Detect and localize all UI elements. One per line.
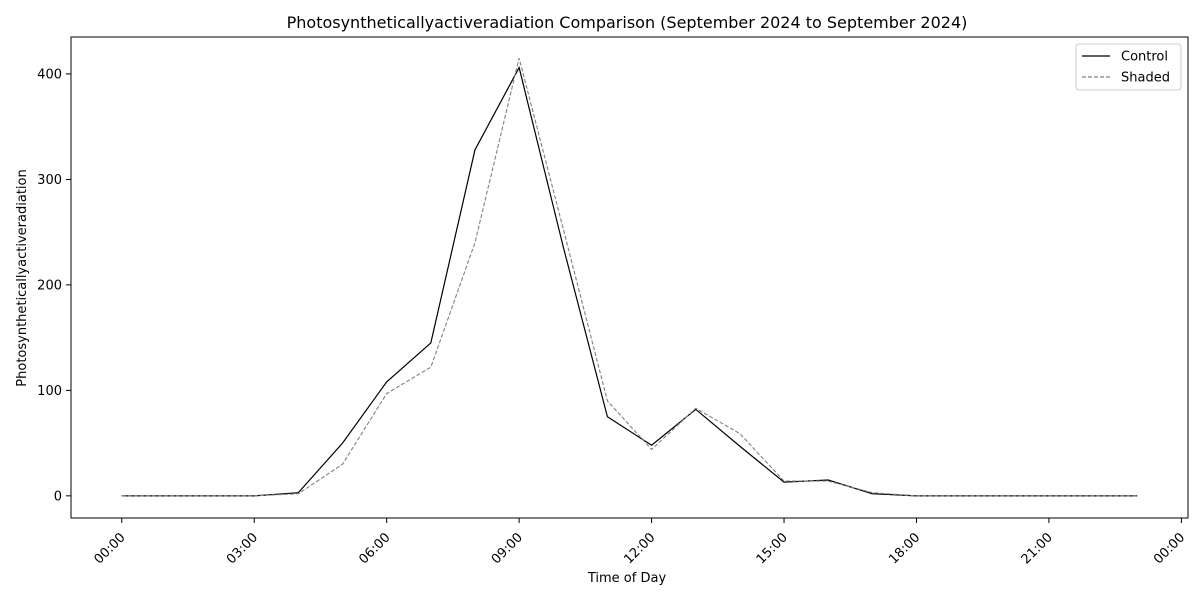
x-tick-label: 09:00 bbox=[489, 530, 526, 567]
chart-title: Photosyntheticallyactiveradiation Compar… bbox=[287, 13, 968, 32]
x-tick-label: 03:00 bbox=[224, 530, 261, 567]
y-tick-label: 0 bbox=[54, 489, 62, 504]
x-tick-label: 18:00 bbox=[886, 530, 923, 567]
x-axis-label: Time of Day bbox=[587, 571, 667, 586]
y-tick-label: 400 bbox=[37, 67, 62, 82]
y-tick-label: 200 bbox=[37, 278, 62, 293]
x-tick-label: 21:00 bbox=[1019, 530, 1056, 567]
y-tick-label: 100 bbox=[37, 384, 62, 399]
plot-frame bbox=[70, 36, 1189, 519]
series-line-control bbox=[121, 65, 1138, 497]
y-axis-label: Photosyntheticallyactiveradiation bbox=[15, 169, 30, 386]
legend-label-shaded: Shaded bbox=[1121, 71, 1170, 86]
series-line-shaded bbox=[121, 57, 1138, 497]
plot-area: 00:00 03:00 06:00 09:00 12:00 15:00 18:00 21:00… bbox=[37, 36, 1189, 567]
x-tick-label: 06:00 bbox=[356, 530, 393, 567]
x-tick-label: 15:00 bbox=[754, 530, 791, 567]
y-tick-label: 300 bbox=[37, 173, 62, 188]
x-tick-label: 00:00 bbox=[1151, 530, 1188, 567]
x-tick-label: 12:00 bbox=[621, 530, 658, 567]
x-tick-label: 00:00 bbox=[92, 530, 129, 567]
legend: Control Shaded bbox=[1075, 43, 1182, 91]
legend-label-control: Control bbox=[1121, 50, 1168, 65]
